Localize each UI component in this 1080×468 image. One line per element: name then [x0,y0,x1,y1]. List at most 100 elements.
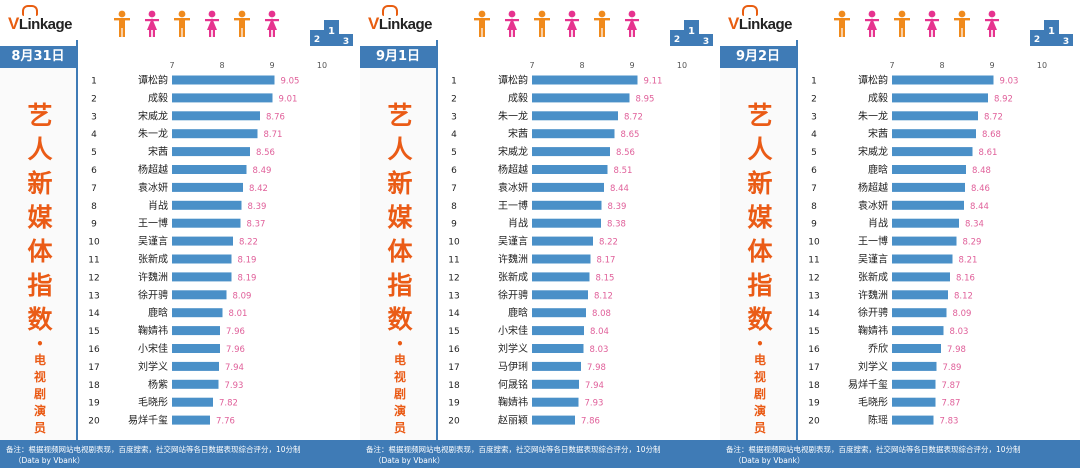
footer-source: （Data by Vbank） [14,456,85,465]
bar [892,165,966,174]
name-label: 袁冰妍 [858,199,888,212]
title-dot: • [756,337,764,351]
people-icons [114,10,279,37]
rank-label: 2 [451,94,457,104]
name-label: 刘学义 [498,342,528,355]
rank-label: 3 [811,112,817,122]
name-label: 许魏洲 [858,288,888,301]
value-label: 8.39 [248,202,267,212]
name-label: 马伊琍 [498,361,528,373]
name-label: 宋茜 [868,127,888,140]
name-label: 赵丽颖 [498,414,528,427]
subtitle-char: 电 [33,353,46,367]
svg-text:3: 3 [343,37,349,46]
bar [892,254,953,264]
name-label: 肖战 [148,199,168,212]
value-label: 8.22 [599,238,618,248]
rank-label: 6 [91,166,97,176]
rank-label: 16 [88,345,100,355]
name-label: 鹿晗 [148,306,168,319]
name-label: 鞠婧祎 [858,324,888,337]
name-label: 袁冰妍 [138,181,168,194]
title-char: 体 [27,237,53,266]
rank-label: 6 [451,166,457,176]
value-label: 8.29 [963,238,982,248]
bar [172,93,273,103]
subtitle-char: 演 [393,404,406,418]
rank-label: 18 [808,381,820,391]
bar-chart: 7 8 9 10 1 谭松韵 9.03 2 成毅 8.92 3 朱一龙 8.72 4 宋茜 8.68 5 宋威龙 8… [808,61,1047,427]
title-char: 艺 [387,101,413,130]
value-label: 7.87 [942,381,961,391]
value-label: 8.42 [249,184,268,194]
title-char: 新 [27,169,53,198]
rank-label: 20 [808,417,820,427]
rank-label: 8 [811,202,817,212]
value-label: 8.65 [621,130,640,140]
name-label: 杨超越 [498,163,528,176]
value-label: 8.72 [624,112,643,122]
name-label: 吴谨言 [138,235,168,248]
bar [532,415,575,425]
bar [172,111,260,121]
value-label: 8.72 [984,112,1003,122]
name-label: 陈瑶 [868,414,888,427]
name-label: 许魏洲 [138,270,168,283]
footer-note: 备注：根据视频网站电视剧表现，百度搜索，社交网站等各日数据表现综合评分，10分制… [360,440,720,468]
subtitle-char: 剧 [33,387,46,401]
subtitle-char: 视 [753,370,766,384]
footer-note-text: 备注：根据视频网站电视剧表现，百度搜索，社交网站等各日数据表现综合评分，10分制 [366,445,661,454]
value-label: 7.87 [942,399,961,409]
name-label: 杨超越 [138,163,168,176]
value-label: 7.82 [219,399,238,409]
bar [892,415,934,425]
name-label: 鞠婧祎 [498,396,528,409]
bar [892,75,994,85]
bar [532,111,618,121]
female-figure-icon [925,10,939,37]
name-label: 宋茜 [148,145,168,158]
title-char: 指 [747,271,773,300]
bar [892,379,936,389]
rank-label: 7 [91,184,97,194]
vlinkage-logo-icon: VLinkage [8,5,73,34]
rank-label: 5 [91,148,97,158]
name-label: 成毅 [148,91,168,104]
female-figure-icon [625,10,639,37]
vlinkage-logo-icon: VLinkage [728,5,793,34]
name-label: 朱一龙 [498,109,528,122]
value-label: 8.48 [972,166,991,176]
footer-note-text: 备注：根据视频网站电视剧表现，百度搜索，社交网站等各日数据表现综合评分，10分制 [6,445,301,454]
svg-text:2: 2 [1034,35,1040,45]
rank-label: 17 [88,363,99,373]
value-label: 8.37 [247,220,266,230]
value-label: 7.94 [585,381,604,391]
bar [532,254,591,264]
footer-source: （Data by Vbank） [374,456,445,465]
rank-label: 12 [448,273,459,283]
rank-label: 11 [448,256,459,266]
rank-label: 19 [448,399,460,409]
value-label: 8.68 [982,130,1001,140]
name-label: 吴谨言 [498,235,528,248]
title-char: 人 [747,135,773,164]
rank-label: 10 [88,238,100,248]
rank-label: 7 [811,184,817,194]
rank-label: 1 [451,77,457,87]
bar [532,218,601,228]
name-label: 鹿晗 [868,163,888,176]
svg-text:2: 2 [674,35,680,45]
x-tick-label: 7 [889,61,894,70]
rank-label: 1 [811,77,817,87]
bar [892,397,936,407]
rank-label: 4 [91,130,97,140]
title-char: 人 [27,135,53,164]
rank-label: 15 [88,327,99,337]
rank-label: 6 [811,166,817,176]
value-label: 7.89 [943,363,962,373]
name-label: 谭松韵 [138,74,168,87]
title-char: 数 [747,305,773,334]
bar [892,236,957,246]
value-label: 7.94 [225,363,244,373]
